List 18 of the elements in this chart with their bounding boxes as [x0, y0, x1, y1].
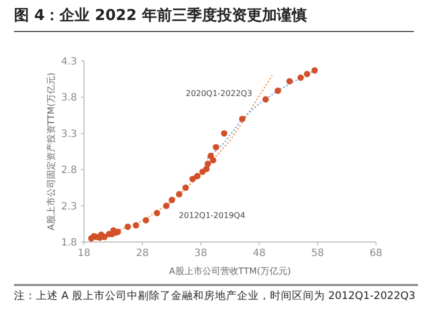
annotation: 2012Q1-2019Q4: [178, 211, 246, 220]
y-tick-label: 4.3: [61, 56, 77, 68]
annotation: 2020Q1-2022Q3: [186, 89, 252, 98]
x-tick-label: 68: [370, 248, 382, 259]
y-tick-label: 1.8: [61, 238, 77, 248]
y-axis-title: A股上市公司固定资产投资TTM(万亿元): [46, 72, 57, 230]
x-tick-label: 58: [311, 248, 324, 259]
y-tick-label: 3.3: [61, 128, 77, 140]
x-axis-title: A股上市公司营收TTM(万亿元): [169, 266, 291, 277]
y-tick-label: 3.8: [61, 92, 77, 104]
y-tick-label: 2.3: [61, 201, 77, 212]
x-tick-label: 18: [78, 248, 90, 259]
y-tick-label: 2.8: [61, 165, 77, 176]
chart-title: 图 4：企业 2022 年前三季度投资更加谨慎: [14, 6, 414, 32]
text: 注：上述 A 股上市公司中剔除了金融和房地产企业，时间区间为 2012Q1-2022Q3: [14, 284, 418, 303]
x-tick-label: 48: [252, 248, 266, 259]
x-tick-label: 38: [194, 248, 208, 259]
x-tick-label: 28: [136, 248, 149, 259]
